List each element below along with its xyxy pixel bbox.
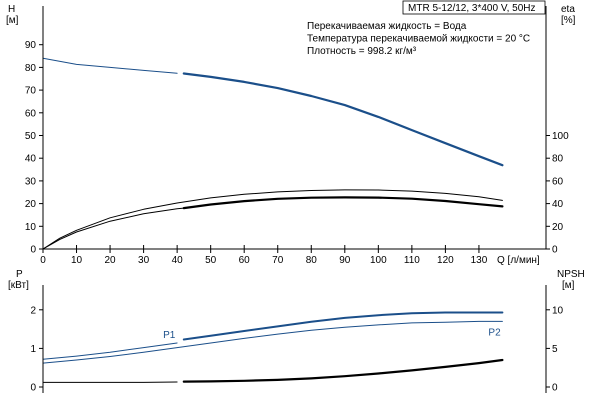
bottom-series-line-0 [42,342,178,360]
x-tick-label: 0 [40,255,46,266]
info-line: Температура перекачиваемой жидкости = 20… [307,34,530,45]
p-tick-label: 0 [30,383,36,394]
h-tick-label: 70 [25,86,37,97]
eta-tick-label: 40 [552,199,564,210]
npsh-tick-label: 0 [552,383,558,394]
npsh-tick-label: 10 [552,305,564,316]
eta-tick-label: 20 [552,222,564,233]
bottom-series-line-4 [182,358,504,383]
h-tick-label: 50 [25,131,37,142]
top-series-line-3 [42,207,185,250]
chart-title: MTR 5-12/12, 3*400 V, 50Hz [408,3,535,14]
npsh-axis-title: NPSH [557,269,585,280]
x-tick-label: 120 [437,255,454,266]
q-axis-title: Q [л/мин] [497,255,540,266]
x-tick-label: 80 [306,255,318,266]
eta-tick-label: 60 [552,176,564,187]
x-tick-label: 10 [71,255,83,266]
h-axis-title: H [8,4,15,15]
eta-axis-unit: [%] [561,15,576,26]
top-series-line-2 [42,189,503,250]
x-tick-label: 130 [471,255,488,266]
eta-tick-label: 100 [552,131,569,142]
h-axis-unit: [м] [6,15,19,26]
h-tick-label: 80 [25,63,37,74]
p-tick-label: 2 [30,305,36,316]
h-tick-label: 30 [25,176,37,187]
series-label-p1: P1 [163,330,176,341]
x-tick-label: 90 [339,255,351,266]
top-series-line-1 [182,72,504,167]
x-tick-label: 60 [239,255,251,266]
x-tick-label: 20 [105,255,117,266]
eta-tick-label: 80 [552,154,564,165]
h-tick-label: 0 [30,245,36,256]
eta-tick-label: 0 [552,245,558,256]
series-label-p2: P2 [488,327,501,338]
top-series-line-0 [42,57,178,74]
x-tick-label: 40 [172,255,184,266]
x-tick-label: 70 [272,255,284,266]
x-tick-label: 30 [138,255,150,266]
h-tick-label: 90 [25,40,37,51]
npsh-tick-label: 5 [552,344,558,355]
x-tick-label: 50 [205,255,217,266]
info-line: Плотность = 998.2 кг/м³ [307,46,417,57]
bottom-series-line-2 [42,320,503,364]
p-tick-label: 1 [30,344,36,355]
info-line: Перекачиваемая жидкость = Вода [307,21,467,32]
x-tick-label: 100 [370,255,387,266]
top-series-line-4 [182,196,504,210]
bottom-series-line-1 [182,311,504,341]
h-tick-label: 40 [25,154,37,165]
eta-axis-title: eta [561,4,575,15]
npsh-axis-unit: [м] [562,280,575,291]
h-tick-label: 60 [25,108,37,119]
x-tick-label: 110 [404,255,420,266]
title-box [402,0,546,15]
p-axis-unit: [кВт] [8,280,29,291]
h-tick-label: 20 [25,199,37,210]
h-tick-label: 10 [25,222,37,233]
p-axis-title: P [16,269,23,280]
